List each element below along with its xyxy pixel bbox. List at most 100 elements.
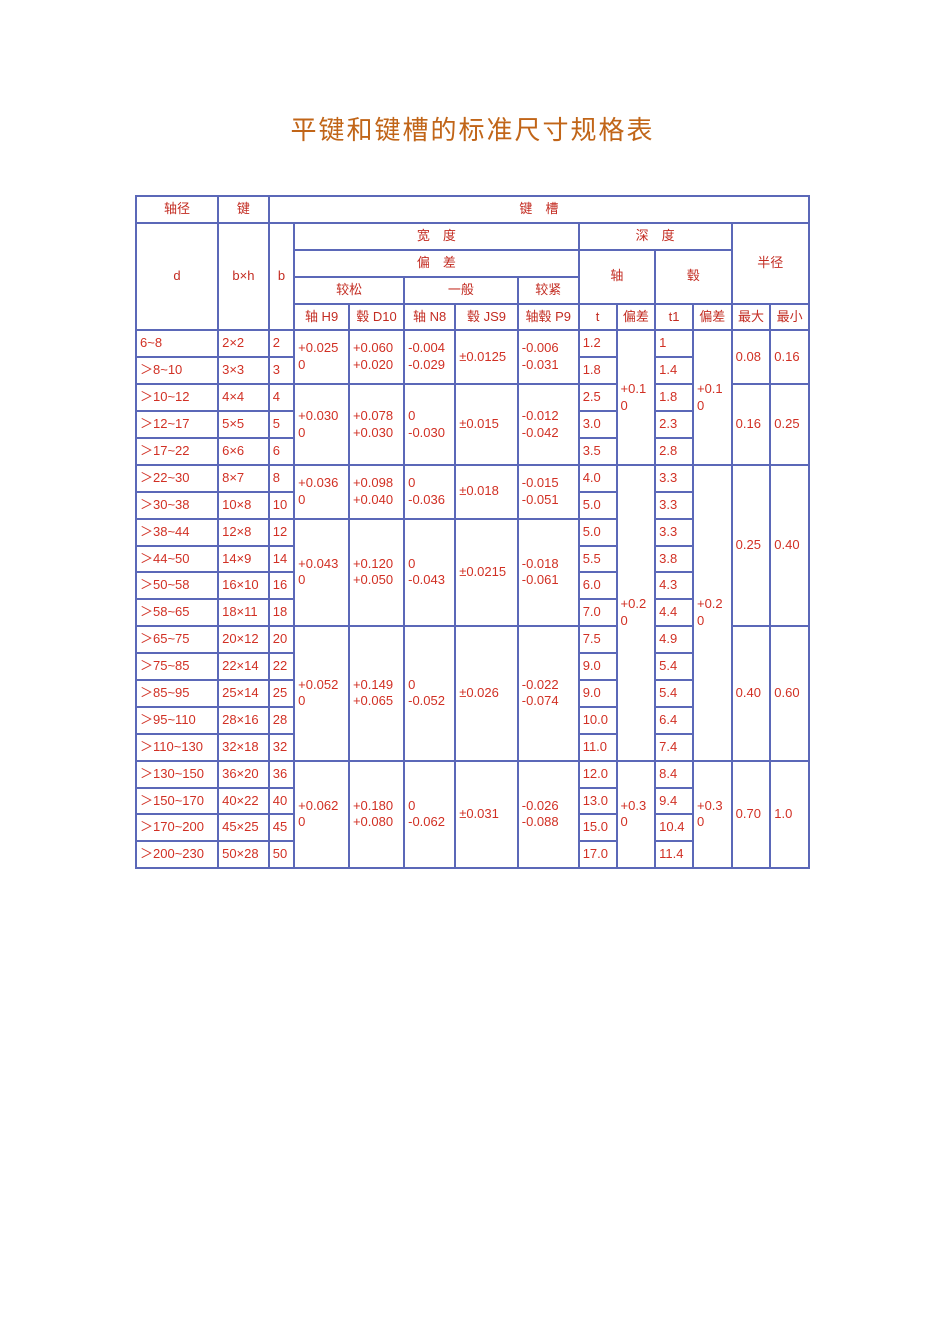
- table-cell: 4.4: [656, 600, 692, 625]
- table-cell: 8.4: [656, 762, 692, 787]
- table-cell: +0.060+0.020: [350, 331, 403, 383]
- table-cell: +0.10: [618, 331, 655, 463]
- table-cell: +0.0360: [295, 466, 348, 518]
- table-cell: 0.40: [771, 466, 808, 625]
- table-cell: 8: [270, 466, 293, 491]
- table-row: ＞130~15036×2036+0.0620+0.180+0.0800-0.06…: [137, 762, 808, 787]
- table-cell: ＞17~22: [137, 439, 217, 464]
- table-cell: +0.0300: [295, 385, 348, 464]
- table-cell: 40×22: [219, 789, 268, 814]
- table-cell: 12.0: [580, 762, 616, 787]
- table-cell: -0.015-0.051: [519, 466, 578, 518]
- table-cell: 28×16: [219, 708, 268, 733]
- page-title: 平键和键槽的标准尺寸规格表: [135, 110, 810, 147]
- h-max: 最大: [733, 305, 770, 330]
- table-cell: 2×2: [219, 331, 268, 356]
- table-cell: 0.40: [733, 627, 770, 759]
- table-cell: 45×25: [219, 815, 268, 840]
- table-cell: 17.0: [580, 842, 616, 867]
- table-header: 轴径 键 键 槽 d b×h b 宽 度 深 度 半径 偏 差 轴 毂 较松 一…: [137, 197, 808, 329]
- table-cell: +0.30: [618, 762, 655, 868]
- h-d: d: [137, 224, 217, 330]
- h-depth: 深 度: [580, 224, 731, 249]
- table-cell: ＞22~30: [137, 466, 217, 491]
- table-cell: +0.078+0.030: [350, 385, 403, 464]
- table-cell: 1.8: [580, 358, 616, 383]
- table-cell: 28: [270, 708, 293, 733]
- table-cell: 16: [270, 573, 293, 598]
- h-shafthub-p9: 轴毂 P9: [519, 305, 578, 330]
- table-cell: 1.8: [656, 385, 692, 410]
- table-cell: +0.20: [694, 466, 731, 760]
- table-cell: +0.098+0.040: [350, 466, 403, 518]
- h-shaft-h9: 轴 H9: [295, 305, 348, 330]
- table-cell: +0.0430: [295, 520, 348, 626]
- table-cell: 12: [270, 520, 293, 545]
- h-shaft: 轴: [580, 251, 654, 303]
- table-cell: 32: [270, 735, 293, 760]
- table-cell: 4.3: [656, 573, 692, 598]
- table-cell: 2.3: [656, 412, 692, 437]
- h-hub-js9: 毂 JS9: [456, 305, 517, 330]
- table-cell: 6~8: [137, 331, 217, 356]
- table-cell: 5.4: [656, 654, 692, 679]
- table-cell: 0.25: [771, 385, 808, 464]
- table-cell: 0.70: [733, 762, 770, 868]
- table-cell: 1.2: [580, 331, 616, 356]
- table-cell: 11.4: [656, 842, 692, 867]
- table-cell: 6: [270, 439, 293, 464]
- table-cell: 3.0: [580, 412, 616, 437]
- table-cell: 9.0: [580, 654, 616, 679]
- table-cell: 22×14: [219, 654, 268, 679]
- table-cell: 2.5: [580, 385, 616, 410]
- h-deviation: 偏 差: [295, 251, 578, 276]
- table-cell: ＞85~95: [137, 681, 217, 706]
- table-cell: ＞130~150: [137, 762, 217, 787]
- table-cell: 13.0: [580, 789, 616, 814]
- table-cell: 0.08: [733, 331, 770, 383]
- table-cell: +0.0620: [295, 762, 348, 868]
- table-cell: 7.5: [580, 627, 616, 652]
- table-cell: 2: [270, 331, 293, 356]
- table-cell: 7.4: [656, 735, 692, 760]
- table-cell: ＞12~17: [137, 412, 217, 437]
- table-cell: 3.3: [656, 520, 692, 545]
- table-cell: 6×6: [219, 439, 268, 464]
- table-cell: 5.0: [580, 493, 616, 518]
- table-cell: ±0.031: [456, 762, 517, 868]
- table-cell: 50: [270, 842, 293, 867]
- table-cell: -0.004-0.029: [405, 331, 454, 383]
- table-cell: 3.3: [656, 493, 692, 518]
- table-cell: ＞200~230: [137, 842, 217, 867]
- table-cell: 36: [270, 762, 293, 787]
- table-cell: 3.3: [656, 466, 692, 491]
- h-normal: 一般: [405, 278, 517, 303]
- table-cell: 0-0.036: [405, 466, 454, 518]
- table-cell: ±0.0125: [456, 331, 517, 383]
- table-cell: 9.4: [656, 789, 692, 814]
- table-cell: ＞110~130: [137, 735, 217, 760]
- table-cell: 4.0: [580, 466, 616, 491]
- table-cell: 20: [270, 627, 293, 652]
- table-body: 6~82×22+0.0250+0.060+0.020-0.004-0.029±0…: [137, 331, 808, 867]
- table-cell: 25×14: [219, 681, 268, 706]
- table-cell: 45: [270, 815, 293, 840]
- table-cell: 11.0: [580, 735, 616, 760]
- table-cell: 15.0: [580, 815, 616, 840]
- h-t1-dev: 偏差: [694, 305, 731, 330]
- table-cell: 4.9: [656, 627, 692, 652]
- table-cell: 1.0: [771, 762, 808, 868]
- table-cell: 7.0: [580, 600, 616, 625]
- table-cell: 25: [270, 681, 293, 706]
- table-cell: ±0.018: [456, 466, 517, 518]
- h-width: 宽 度: [295, 224, 578, 249]
- h-shaft-dia: 轴径: [137, 197, 217, 222]
- table-cell: 3: [270, 358, 293, 383]
- table-cell: 5.5: [580, 547, 616, 572]
- table-cell: 4: [270, 385, 293, 410]
- table-cell: 0-0.052: [405, 627, 454, 759]
- table-cell: +0.0250: [295, 331, 348, 383]
- table-cell: 6.4: [656, 708, 692, 733]
- table-cell: 2.8: [656, 439, 692, 464]
- table-cell: 50×28: [219, 842, 268, 867]
